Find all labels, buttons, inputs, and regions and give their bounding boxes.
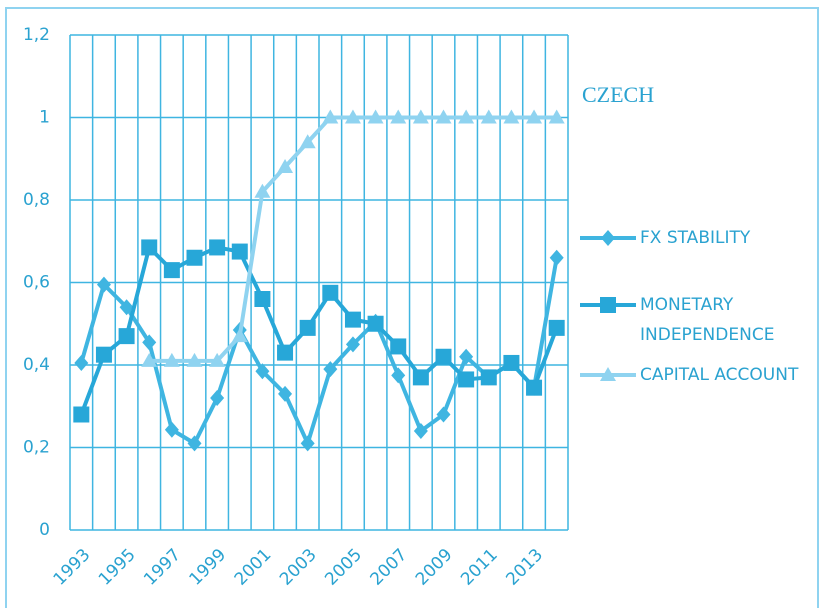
- point: [164, 421, 179, 438]
- point: [549, 249, 564, 266]
- x-tick-label: 1999: [185, 545, 230, 590]
- point: [74, 354, 89, 371]
- point: [142, 334, 157, 351]
- point: [344, 311, 361, 328]
- point: [278, 385, 293, 402]
- y-tick-label: 0,4: [23, 355, 50, 375]
- point: [277, 159, 294, 173]
- legend-marker: [600, 367, 616, 381]
- x-tick-label: 1997: [140, 545, 185, 590]
- legend-marker: [601, 230, 615, 246]
- point: [412, 109, 429, 124]
- series-line: [79, 257, 559, 446]
- x-tick-label: 2009: [412, 545, 457, 590]
- point: [322, 284, 339, 301]
- point: [391, 367, 406, 384]
- point: [186, 352, 203, 367]
- point: [435, 109, 452, 124]
- point: [526, 109, 543, 124]
- point: [526, 379, 543, 396]
- point: [210, 390, 225, 406]
- point: [141, 352, 158, 367]
- point: [255, 363, 270, 380]
- point: [503, 354, 520, 371]
- point: [548, 319, 565, 336]
- point: [412, 369, 429, 386]
- point: [390, 338, 407, 355]
- y-tick-label: 0,2: [23, 438, 50, 458]
- point: [299, 319, 316, 336]
- x-tick-label: 2013: [502, 545, 547, 590]
- point: [435, 348, 452, 365]
- legend-marker: [600, 297, 616, 313]
- point: [344, 109, 361, 124]
- point: [413, 423, 428, 439]
- point: [277, 344, 294, 361]
- point: [548, 109, 565, 124]
- point: [480, 369, 497, 386]
- point: [436, 406, 451, 423]
- point: [390, 109, 407, 124]
- legend-label: MONETARY INDEPENDENCE: [640, 295, 775, 345]
- point: [254, 291, 271, 307]
- legend-label: FX STABILITY: [640, 228, 751, 248]
- series-line: [79, 245, 559, 416]
- x-tick-label: 1993: [50, 545, 95, 590]
- point: [141, 239, 158, 256]
- point: [458, 371, 475, 388]
- x-tick-label: 2001: [231, 545, 276, 590]
- x-tick-label: 2011: [457, 545, 502, 590]
- point: [209, 352, 226, 367]
- point: [209, 239, 226, 256]
- y-tick-label: 0,6: [23, 273, 50, 293]
- point: [95, 346, 112, 363]
- point: [187, 435, 202, 452]
- x-tick-label: 1995: [95, 545, 140, 590]
- point: [186, 249, 203, 266]
- point: [163, 262, 180, 279]
- point: [480, 109, 497, 124]
- point: [322, 109, 339, 124]
- point: [300, 435, 315, 452]
- point: [96, 276, 111, 293]
- frame: [5, 7, 819, 612]
- y-tick-label: 1,2: [23, 25, 50, 45]
- y-tick-label: 1: [39, 108, 50, 128]
- point: [119, 299, 134, 316]
- x-tick-label: 2003: [276, 545, 321, 590]
- point: [345, 336, 360, 353]
- point: [73, 406, 90, 423]
- point: [458, 109, 475, 124]
- legend-label: CAPITAL ACCOUNT: [640, 365, 799, 385]
- y-tick-label: 0,8: [23, 190, 50, 210]
- point: [163, 352, 180, 367]
- x-tick-label: 2007: [367, 545, 412, 590]
- point: [503, 109, 520, 124]
- y-tick-label: 0: [39, 520, 50, 540]
- point: [367, 315, 384, 332]
- point: [118, 328, 135, 345]
- point: [299, 134, 316, 149]
- point: [231, 328, 248, 343]
- point: [459, 348, 474, 365]
- chart-title: CZECH: [582, 82, 655, 107]
- point: [367, 109, 384, 124]
- x-tick-label: 2005: [321, 545, 366, 590]
- point: [231, 243, 248, 260]
- point: [254, 183, 271, 198]
- point: [323, 361, 338, 378]
